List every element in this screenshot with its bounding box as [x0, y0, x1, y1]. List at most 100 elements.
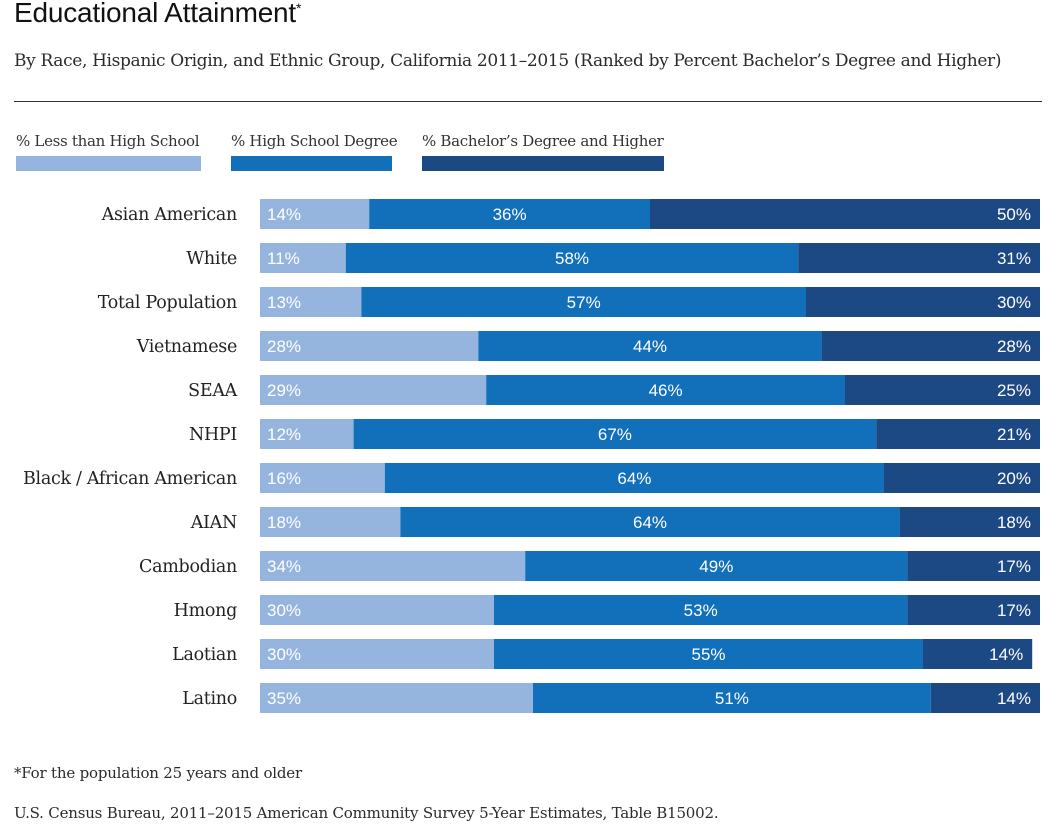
bar-segment-aian-high-school-degree — [400, 507, 900, 537]
bar-segment-nhpi-high-school-degree — [353, 419, 877, 449]
data-label-white-bachelor-s-degree-and-higher: 31% — [997, 249, 1031, 268]
category-label-nhpi: NHPI — [189, 425, 237, 445]
category-label-black-african-american: Black / African American — [23, 469, 237, 489]
bar-segment-vietnamese-bachelor-s-degree-and-higher — [821, 331, 1040, 361]
category-label-laotian: Laotian — [172, 645, 237, 665]
bar-segment-white-less-than-high-school — [260, 243, 346, 273]
legend-swatch — [16, 156, 201, 171]
category-label-latino: Latino — [182, 689, 237, 709]
legend-swatch — [231, 156, 392, 171]
bar-segment-black-african-american-high-school-degree — [384, 463, 884, 493]
data-label-black-african-american-bachelor-s-degree-and-higher: 20% — [997, 469, 1031, 488]
data-label-black-african-american-less-than-high-school: 16% — [267, 469, 301, 488]
category-label-vietnamese: Vietnamese — [136, 337, 237, 357]
data-label-white-high-school-degree: 58% — [555, 249, 589, 268]
bar-segment-asian-american-less-than-high-school — [260, 199, 370, 229]
legend-item-less-than-high-school: % Less than High School — [16, 130, 201, 171]
legend-label: % High School Degree — [231, 132, 398, 150]
data-label-total-population-bachelor-s-degree-and-higher: 30% — [997, 293, 1031, 312]
bar-segment-seaa-bachelor-s-degree-and-higher — [845, 375, 1040, 405]
data-label-aian-bachelor-s-degree-and-higher: 18% — [997, 513, 1031, 532]
data-label-total-population-less-than-high-school: 13% — [267, 293, 301, 312]
bar-segment-white-bachelor-s-degree-and-higher — [798, 243, 1040, 273]
bar-segment-cambodian-high-school-degree — [525, 551, 908, 581]
data-label-asian-american-less-than-high-school: 14% — [267, 205, 301, 224]
data-label-total-population-high-school-degree: 57% — [567, 293, 601, 312]
bar-segment-hmong-high-school-degree — [494, 595, 908, 625]
bar-segment-aian-less-than-high-school — [260, 507, 401, 537]
bar-segment-total-population-high-school-degree — [361, 287, 806, 317]
header-divider — [14, 101, 1042, 102]
bar-segment-aian-bachelor-s-degree-and-higher — [899, 507, 1040, 537]
legend-label: % Less than High School — [16, 132, 200, 150]
title-footnote-mark: * — [296, 0, 302, 16]
bar-segment-nhpi-bachelor-s-degree-and-higher — [876, 419, 1040, 449]
data-label-hmong-less-than-high-school: 30% — [267, 601, 301, 620]
bar-segment-laotian-bachelor-s-degree-and-higher — [923, 639, 1033, 669]
data-label-aian-less-than-high-school: 18% — [267, 513, 301, 532]
bar-segment-latino-less-than-high-school — [260, 683, 533, 713]
legend-item-bachelors-degree-and-higher: % Bachelor’s Degree and Higher — [422, 130, 664, 171]
data-label-latino-high-school-degree: 51% — [715, 689, 749, 708]
data-label-latino-bachelor-s-degree-and-higher: 14% — [997, 689, 1031, 708]
legend-item-high-school-degree: % High School Degree — [231, 130, 398, 171]
data-label-cambodian-high-school-degree: 49% — [699, 557, 733, 576]
chart-title: Educational Attainment* — [14, 0, 302, 28]
data-label-laotian-high-school-degree: 55% — [691, 645, 725, 664]
category-label-seaa: SEAA — [188, 381, 238, 401]
bar-segment-hmong-less-than-high-school — [260, 595, 494, 625]
data-label-nhpi-bachelor-s-degree-and-higher: 21% — [997, 425, 1031, 444]
data-label-latino-less-than-high-school: 35% — [267, 689, 301, 708]
bar-segment-asian-american-bachelor-s-degree-and-higher — [650, 199, 1040, 229]
data-label-cambodian-less-than-high-school: 34% — [267, 557, 301, 576]
bar-segment-latino-bachelor-s-degree-and-higher — [930, 683, 1040, 713]
data-label-vietnamese-bachelor-s-degree-and-higher: 28% — [997, 337, 1031, 356]
legend-label: % Bachelor’s Degree and Higher — [422, 132, 664, 150]
legend-swatch — [422, 156, 664, 171]
data-label-asian-american-bachelor-s-degree-and-higher: 50% — [997, 205, 1031, 224]
bar-segment-laotian-less-than-high-school — [260, 639, 494, 669]
data-label-seaa-less-than-high-school: 29% — [267, 381, 301, 400]
data-label-nhpi-less-than-high-school: 12% — [267, 425, 301, 444]
category-label-white: White — [186, 249, 237, 269]
data-label-nhpi-high-school-degree: 67% — [598, 425, 632, 444]
data-label-seaa-high-school-degree: 46% — [649, 381, 683, 400]
chart-subtitle: By Race, Hispanic Origin, and Ethnic Gro… — [14, 51, 1002, 71]
bar-segment-cambodian-bachelor-s-degree-and-higher — [907, 551, 1040, 581]
bar-segment-vietnamese-less-than-high-school — [260, 331, 479, 361]
bar-segment-seaa-high-school-degree — [486, 375, 845, 405]
data-label-aian-high-school-degree: 64% — [633, 513, 667, 532]
bar-segment-laotian-high-school-degree — [494, 639, 923, 669]
data-label-laotian-bachelor-s-degree-and-higher: 14% — [989, 645, 1023, 664]
data-label-hmong-high-school-degree: 53% — [684, 601, 718, 620]
source-note: U.S. Census Bureau, 2011–2015 American C… — [14, 804, 719, 822]
bar-segment-vietnamese-high-school-degree — [478, 331, 822, 361]
data-label-black-african-american-high-school-degree: 64% — [617, 469, 651, 488]
bar-segment-black-african-american-bachelor-s-degree-and-higher — [884, 463, 1040, 493]
category-label-hmong: Hmong — [174, 601, 237, 621]
bar-segment-total-population-less-than-high-school — [260, 287, 362, 317]
bar-segment-white-high-school-degree — [345, 243, 799, 273]
data-label-vietnamese-high-school-degree: 44% — [633, 337, 667, 356]
category-label-asian-american: Asian American — [101, 205, 237, 225]
bar-segment-seaa-less-than-high-school — [260, 375, 487, 405]
data-label-asian-american-high-school-degree: 36% — [493, 205, 527, 224]
category-label-aian: AIAN — [190, 513, 237, 533]
population-footnote: *For the population 25 years and older — [14, 764, 302, 782]
bar-segment-black-african-american-less-than-high-school — [260, 463, 385, 493]
data-label-cambodian-bachelor-s-degree-and-higher: 17% — [997, 557, 1031, 576]
category-label-total-population: Total Population — [98, 293, 237, 313]
data-label-laotian-less-than-high-school: 30% — [267, 645, 301, 664]
bar-segment-latino-high-school-degree — [533, 683, 931, 713]
bar-segment-cambodian-less-than-high-school — [260, 551, 526, 581]
bar-segment-asian-american-high-school-degree — [369, 199, 650, 229]
data-label-hmong-bachelor-s-degree-and-higher: 17% — [997, 601, 1031, 620]
category-label-cambodian: Cambodian — [139, 557, 237, 577]
bar-segment-nhpi-less-than-high-school — [260, 419, 354, 449]
data-label-seaa-bachelor-s-degree-and-higher: 25% — [997, 381, 1031, 400]
bar-segment-total-population-bachelor-s-degree-and-higher — [806, 287, 1040, 317]
data-label-vietnamese-less-than-high-school: 28% — [267, 337, 301, 356]
data-label-white-less-than-high-school: 11% — [267, 249, 300, 268]
bar-segment-hmong-bachelor-s-degree-and-higher — [907, 595, 1040, 625]
